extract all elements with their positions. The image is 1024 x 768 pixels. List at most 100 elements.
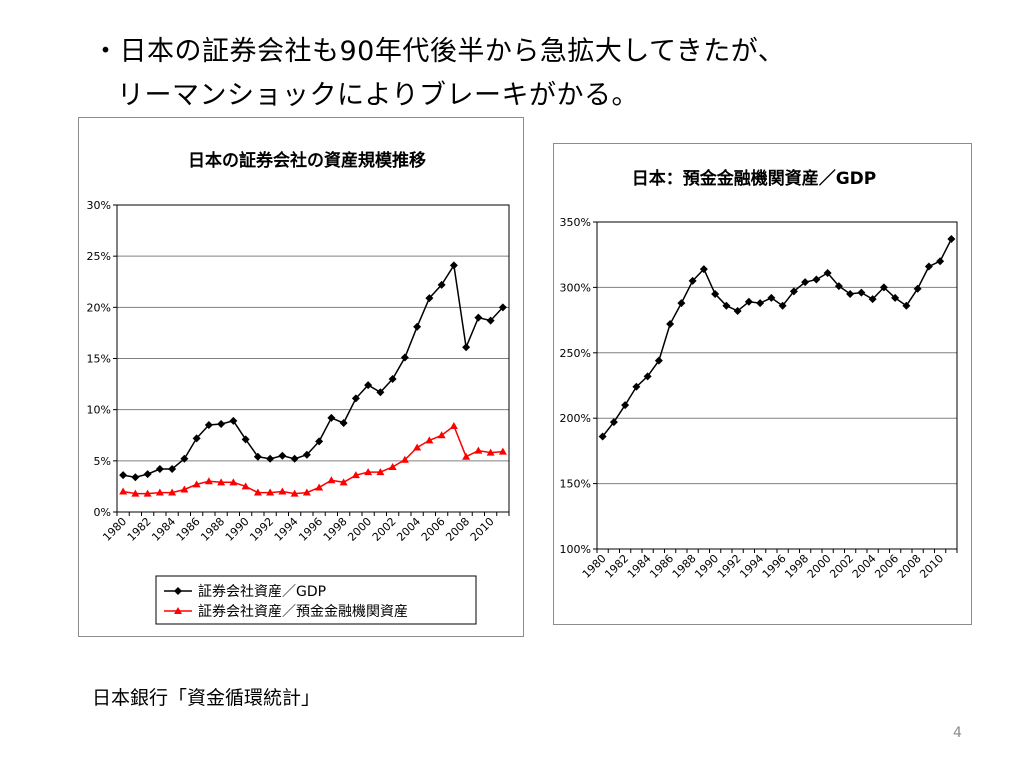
data-point	[302, 450, 311, 459]
x-tick-label: 1984	[625, 552, 654, 581]
x-tick-label: 1982	[125, 515, 154, 544]
data-point	[413, 443, 422, 451]
data-point	[241, 482, 250, 490]
data-point	[744, 297, 753, 306]
x-tick-label: 1982	[602, 552, 631, 581]
data-point	[143, 470, 152, 479]
data-point	[654, 356, 663, 365]
y-tick-label: 150%	[560, 478, 591, 491]
data-point	[486, 316, 495, 325]
data-point	[400, 455, 409, 463]
data-point	[666, 320, 675, 329]
data-point	[376, 468, 385, 476]
y-tick-label: 15%	[87, 353, 111, 366]
data-point	[857, 288, 866, 297]
x-tick-label: 1992	[715, 552, 744, 581]
x-tick-label: 1988	[670, 552, 699, 581]
y-tick-label: 10%	[87, 404, 111, 417]
data-point	[437, 431, 446, 439]
x-tick-label: 2010	[917, 552, 946, 581]
data-point	[278, 487, 287, 495]
data-point	[266, 488, 275, 496]
x-tick-label: 1992	[247, 515, 276, 544]
x-tick-label: 1990	[223, 515, 252, 544]
data-point	[462, 343, 471, 352]
y-tick-label: 100%	[560, 543, 591, 556]
data-point	[913, 284, 922, 293]
x-tick-label: 2008	[443, 515, 472, 544]
data-point	[699, 265, 708, 274]
headline-line-1: ・日本の証券会社も90年代後半から急拡大してきたが、	[92, 36, 786, 67]
data-point	[722, 301, 731, 310]
legend-label: 証券会社資産／預金金融機関資産	[198, 604, 408, 620]
x-tick-label: 2006	[872, 552, 901, 581]
data-point	[789, 287, 798, 296]
x-tick-label: 2004	[394, 515, 423, 544]
data-point	[131, 473, 140, 482]
data-point	[229, 416, 238, 425]
data-point	[778, 301, 787, 310]
securities-assets-chart-svg: 日本の証券会社の資産規模推移0%5%10%15%20%25%30%1980198…	[87, 150, 510, 625]
data-point	[339, 478, 348, 486]
data-point	[947, 235, 956, 244]
x-tick-label: 2002	[827, 552, 856, 581]
data-point	[229, 478, 238, 486]
data-point	[315, 483, 324, 491]
data-point	[315, 437, 324, 446]
data-point	[462, 452, 471, 460]
data-point	[834, 282, 843, 291]
data-point	[204, 477, 213, 485]
data-point	[339, 418, 348, 427]
y-tick-label: 20%	[87, 301, 111, 314]
page-number: 4	[953, 725, 962, 741]
data-point	[437, 280, 446, 289]
data-point	[266, 454, 275, 463]
data-point	[131, 489, 140, 497]
data-point	[902, 301, 911, 310]
securities-assets-chart: 日本の証券会社の資産規模推移 0% 5% 10% 15% 20% 25% 30% 1980 198…	[78, 117, 524, 637]
x-tick-label: 1990	[692, 552, 721, 581]
data-point	[486, 448, 495, 456]
data-point	[388, 462, 397, 470]
data-point	[823, 269, 832, 278]
data-point	[711, 289, 720, 298]
data-point	[180, 454, 189, 463]
data-point	[812, 275, 821, 284]
series-line	[122, 424, 503, 495]
data-point	[168, 488, 177, 496]
data-point	[180, 485, 189, 493]
legend-label: 証券会社資産／GDP	[198, 584, 326, 600]
legend-marker	[174, 587, 182, 595]
x-tick-label: 1984	[149, 515, 178, 544]
x-tick-label: 2000	[345, 515, 374, 544]
data-point	[879, 283, 888, 292]
headline-line-2: リーマンショックによりブレーキがかる。	[117, 80, 639, 111]
data-point	[688, 276, 697, 285]
data-point	[498, 447, 507, 455]
data-point	[621, 401, 630, 410]
y-tick-label: 200%	[560, 412, 591, 425]
data-point	[449, 261, 458, 270]
x-tick-label: 1980	[100, 515, 129, 544]
x-tick-label: 1998	[782, 552, 811, 581]
data-point	[192, 434, 201, 443]
data-point	[677, 299, 686, 308]
data-point	[733, 306, 742, 315]
x-tick-label: 2004	[850, 552, 879, 581]
data-point	[327, 476, 336, 484]
data-point	[217, 419, 226, 428]
y-tick-label: 5%	[94, 455, 111, 468]
x-tick-label: 1996	[296, 515, 325, 544]
y-tick-label: 25%	[87, 250, 111, 263]
data-point	[801, 278, 810, 287]
data-point	[155, 488, 164, 496]
x-tick-label: 2010	[468, 515, 497, 544]
data-point	[290, 489, 299, 497]
x-tick-label: 1996	[760, 552, 789, 581]
deposit-institutions-chart-svg: 日本：預金金融機関資産／GDP 100% 150% 200% 250% 300% 350% 1…	[560, 168, 958, 581]
data-point	[217, 478, 226, 486]
y-tick-label: 350%	[560, 216, 591, 229]
x-tick-label: 1998	[321, 515, 350, 544]
x-tick-label: 1986	[174, 515, 203, 544]
plot-area	[596, 221, 958, 550]
